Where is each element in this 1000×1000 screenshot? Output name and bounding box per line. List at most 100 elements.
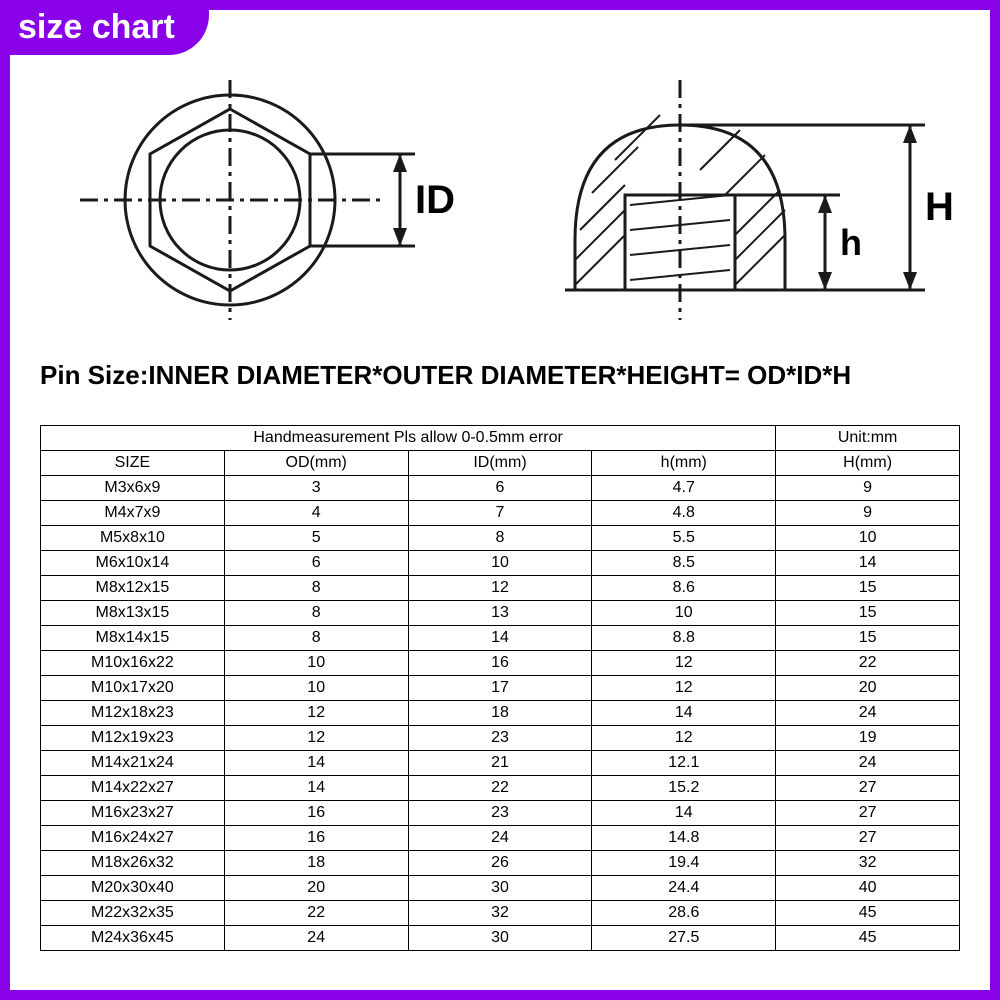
table-cell: 45	[776, 901, 960, 926]
table-cell: 26	[408, 851, 592, 876]
table-row: M16x23x2716231427	[41, 801, 960, 826]
table-cell: 27	[776, 776, 960, 801]
table-row: M14x21x24142112.124	[41, 751, 960, 776]
table-row: M16x24x27162414.827	[41, 826, 960, 851]
table-cell: 6	[224, 551, 408, 576]
table-cell: M16x24x27	[41, 826, 225, 851]
table-cell: 20	[224, 876, 408, 901]
formula-text: Pin Size:INNER DIAMETER*OUTER DIAMETER*H…	[40, 360, 960, 391]
table-cell: M4x7x9	[41, 501, 225, 526]
table-cell: 14	[592, 701, 776, 726]
diagram-area: ID	[10, 65, 990, 335]
table-cell: 30	[408, 926, 592, 951]
table-cell: M24x36x45	[41, 926, 225, 951]
tab-label: size chart	[18, 8, 175, 46]
table-cell: 4.8	[592, 501, 776, 526]
table-cell: 17	[408, 676, 592, 701]
table-cell: 7	[408, 501, 592, 526]
table-cell: M10x17x20	[41, 676, 225, 701]
table-body: M3x6x9364.79M4x7x9474.89M5x8x10585.510M6…	[41, 476, 960, 951]
table-cell: 15	[776, 576, 960, 601]
table-cell: M3x6x9	[41, 476, 225, 501]
dimension-diagram: ID	[10, 65, 990, 330]
column-header: OD(mm)	[224, 451, 408, 476]
table-cell: M20x30x40	[41, 876, 225, 901]
table-cell: M8x13x15	[41, 601, 225, 626]
table-cell: 19	[776, 726, 960, 751]
table-cell: M12x19x23	[41, 726, 225, 751]
table-row: M4x7x9474.89	[41, 501, 960, 526]
table-cell: 16	[224, 801, 408, 826]
table-cell: 12.1	[592, 751, 776, 776]
table-cell: 12	[592, 651, 776, 676]
table-cell: M8x12x15	[41, 576, 225, 601]
table-cell: 15	[776, 601, 960, 626]
table-head: Handmeasurement Pls allow 0-0.5mm error …	[41, 426, 960, 476]
table-cell: 8.8	[592, 626, 776, 651]
table-cell: 24	[224, 926, 408, 951]
table-cell: 15	[776, 626, 960, 651]
table-cell: M12x18x23	[41, 701, 225, 726]
table-cell: 20	[776, 676, 960, 701]
column-header: ID(mm)	[408, 451, 592, 476]
table-cell: 10	[408, 551, 592, 576]
table-row: M10x17x2010171220	[41, 676, 960, 701]
table-cell: 23	[408, 726, 592, 751]
h-big-label: H	[925, 185, 954, 229]
table-cell: 22	[776, 651, 960, 676]
table-cell: 8.5	[592, 551, 776, 576]
table-cell: M8x14x15	[41, 626, 225, 651]
table-cell: 18	[408, 701, 592, 726]
table-cell: 8	[224, 576, 408, 601]
size-chart-tab: size chart	[0, 0, 209, 55]
size-table: Handmeasurement Pls allow 0-0.5mm error …	[40, 425, 960, 951]
table-cell: 32	[776, 851, 960, 876]
table-cell: 22	[408, 776, 592, 801]
table-row: M8x12x158128.615	[41, 576, 960, 601]
table-cell: 9	[776, 501, 960, 526]
table-row: M12x19x2312231219	[41, 726, 960, 751]
table-cell: 13	[408, 601, 592, 626]
table-cell: 22	[224, 901, 408, 926]
table-cell: M18x26x32	[41, 851, 225, 876]
table-cell: 9	[776, 476, 960, 501]
id-label: ID	[415, 178, 455, 222]
table-row: M3x6x9364.79	[41, 476, 960, 501]
header-note: Handmeasurement Pls allow 0-0.5mm error	[41, 426, 776, 451]
table-row: M5x8x10585.510	[41, 526, 960, 551]
table-cell: 8.6	[592, 576, 776, 601]
table-cell: 27.5	[592, 926, 776, 951]
table-cell: 14	[776, 551, 960, 576]
size-table-wrap: Handmeasurement Pls allow 0-0.5mm error …	[40, 425, 960, 951]
table-cell: 5.5	[592, 526, 776, 551]
table-cell: M5x8x10	[41, 526, 225, 551]
table-row: M6x10x146108.514	[41, 551, 960, 576]
table-cell: M22x32x35	[41, 901, 225, 926]
table-cell: 14	[408, 626, 592, 651]
table-cell: 24	[776, 701, 960, 726]
table-cell: 10	[592, 601, 776, 626]
table-cell: 24	[408, 826, 592, 851]
table-cell: 40	[776, 876, 960, 901]
table-cell: 18	[224, 851, 408, 876]
table-row: M24x36x45243027.545	[41, 926, 960, 951]
table-cell: 19.4	[592, 851, 776, 876]
unit-label: Unit:mm	[776, 426, 960, 451]
table-cell: 30	[408, 876, 592, 901]
table-row: M14x22x27142215.227	[41, 776, 960, 801]
table-cell: 27	[776, 801, 960, 826]
table-cell: 45	[776, 926, 960, 951]
h-small-label: h	[840, 222, 862, 263]
table-cell: 12	[408, 576, 592, 601]
table-cell: M14x21x24	[41, 751, 225, 776]
table-row: M8x14x158148.815	[41, 626, 960, 651]
table-cell: 10	[776, 526, 960, 551]
chart-frame: size chart ID	[0, 0, 1000, 1000]
table-cell: 8	[408, 526, 592, 551]
table-cell: M10x16x22	[41, 651, 225, 676]
table-cell: 4	[224, 501, 408, 526]
table-cell: 14.8	[592, 826, 776, 851]
table-row: M18x26x32182619.432	[41, 851, 960, 876]
table-cell: 21	[408, 751, 592, 776]
table-row: M12x18x2312181424	[41, 701, 960, 726]
